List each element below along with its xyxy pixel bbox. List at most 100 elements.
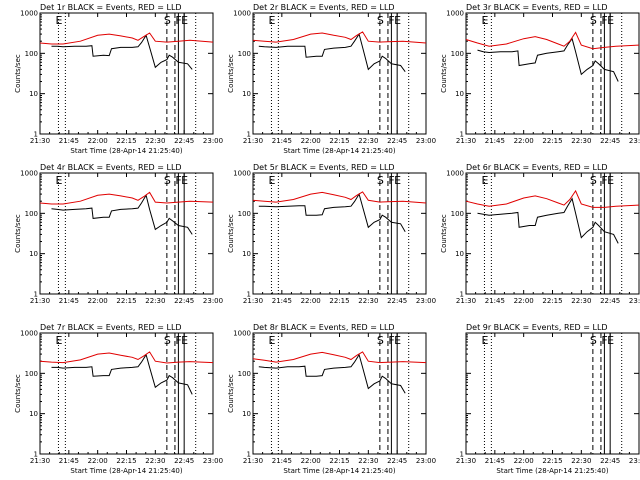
series-events-line (51, 194, 193, 235)
x-tick-label: 21:45 (59, 137, 79, 145)
series-lld-line (252, 191, 427, 204)
x-tick-label: 21:45 (272, 137, 292, 145)
marker-label: S (164, 14, 171, 27)
y-tick-label: 10 (29, 250, 38, 258)
x-tick-label: 21:30 (30, 137, 50, 145)
plot-title: Det 5r BLACK = Events, RED = LLD (253, 163, 395, 172)
marker-label: E (481, 14, 488, 27)
marker-label: E (55, 334, 62, 347)
x-tick-label: 22:15 (542, 297, 562, 305)
plot-title: Det 3r BLACK = Events, RED = LLD (466, 3, 608, 12)
plot-title: Det 1r BLACK = Events, RED = LLD (40, 3, 182, 12)
x-tick-label: 21:30 (30, 297, 50, 305)
x-tick-label: 22:00 (514, 297, 534, 305)
y-tick-label: 1 (34, 131, 38, 139)
x-tick-label: 21:45 (59, 457, 79, 465)
y-tick-label: 1 (460, 291, 464, 299)
y-axis-label: Counts/sec (227, 374, 235, 413)
panel-det-2: Det 2r BLACK = Events, RED = LLD 21:30 21:… (227, 3, 436, 155)
x-tick-label: 21:30 (456, 137, 476, 145)
x-tick-label: 23:00 (629, 297, 640, 305)
marker-label: E (607, 14, 614, 27)
series-lld-line (252, 31, 427, 44)
marker-label: S (164, 334, 171, 347)
series-events-line (258, 192, 406, 232)
plot-frame (465, 332, 640, 455)
y-tick-label: 100 (451, 210, 464, 218)
x-tick-label: 22:15 (329, 137, 349, 145)
series-events-line (258, 353, 406, 394)
x-tick-label: 23:00 (629, 137, 640, 145)
plot-frame (465, 12, 640, 135)
series-events-line (477, 37, 619, 82)
x-tick-label: 21:45 (272, 297, 292, 305)
marker-label: F (388, 14, 394, 27)
x-tick-label: 22:15 (542, 457, 562, 465)
series-lld-line (465, 189, 640, 208)
x-tick-label: 21:45 (272, 457, 292, 465)
x-tick-label: 22:45 (174, 137, 194, 145)
x-tick-label: 22:30 (145, 457, 165, 465)
y-tick-label: 1000 (233, 170, 251, 178)
y-tick-label: 100 (238, 370, 251, 378)
marker-label: E (607, 334, 614, 347)
series-lld-line (39, 32, 214, 45)
series-events-line (258, 32, 406, 72)
y-tick-label: 1 (247, 291, 251, 299)
marker-label: S (377, 14, 384, 27)
panel-det-1: Det 1r BLACK = Events, RED = LLD 21:30 21:… (14, 3, 223, 155)
x-tick-label: 22:45 (174, 457, 194, 465)
marker-label: E (181, 334, 188, 347)
y-tick-label: 10 (242, 250, 251, 258)
marker-label: E (181, 174, 188, 187)
series-lld-line (39, 191, 214, 205)
x-tick-label: 22:00 (88, 297, 108, 305)
y-tick-label: 10 (242, 410, 251, 418)
y-tick-label: 100 (238, 50, 251, 58)
y-axis-label: Counts/sec (227, 54, 235, 93)
marker-label: E (607, 174, 614, 187)
panel-det-5: Det 5r BLACK = Events, RED = LLD 21:30 21:… (227, 163, 436, 305)
y-axis-label: Counts/sec (227, 214, 235, 253)
marker-label: S (590, 334, 597, 347)
x-tick-label: 21:45 (485, 457, 505, 465)
y-tick-label: 100 (238, 210, 251, 218)
y-tick-label: 100 (25, 50, 38, 58)
marker-label: F (175, 174, 181, 187)
series-events-line (477, 197, 619, 244)
marker-label: E (55, 14, 62, 27)
x-tick-label: 21:30 (30, 457, 50, 465)
panel-det-4: Det 4r BLACK = Events, RED = LLD 21:30 21:… (14, 163, 223, 305)
x-tick-label: 22:45 (600, 297, 620, 305)
marker-label: S (164, 174, 171, 187)
x-tick-label: 22:30 (358, 457, 378, 465)
x-tick-label: 22:00 (88, 137, 108, 145)
marker-label: S (377, 174, 384, 187)
x-tick-label: 22:15 (116, 297, 136, 305)
marker-label: E (268, 334, 275, 347)
x-tick-label: 22:30 (145, 297, 165, 305)
x-tick-label: 22:30 (571, 297, 591, 305)
series-lld-line (39, 351, 214, 364)
marker-label: S (590, 14, 597, 27)
y-tick-label: 1 (247, 131, 251, 139)
x-tick-label: 22:00 (88, 457, 108, 465)
panel-det-8: Det 8r BLACK = Events, RED = LLD 21:30 21:… (227, 323, 436, 475)
y-tick-label: 1000 (20, 330, 38, 338)
x-tick-label: 22:00 (301, 297, 321, 305)
x-tick-label: 23:00 (629, 457, 640, 465)
series-events-line (51, 353, 193, 395)
plot-frame (39, 12, 214, 135)
panel-det-6: Det 6r BLACK = Events, RED = LLD 21:30 21:… (440, 163, 640, 305)
x-tick-label: 22:15 (116, 137, 136, 145)
x-tick-label: 22:15 (542, 137, 562, 145)
x-tick-label: 22:30 (358, 137, 378, 145)
marker-label: E (481, 174, 488, 187)
marker-label: F (601, 334, 607, 347)
y-tick-label: 10 (29, 410, 38, 418)
x-tick-label: 22:30 (145, 137, 165, 145)
x-tick-label: 21:30 (243, 137, 263, 145)
y-tick-label: 10 (455, 90, 464, 98)
plot-title: Det 2r BLACK = Events, RED = LLD (253, 3, 395, 12)
